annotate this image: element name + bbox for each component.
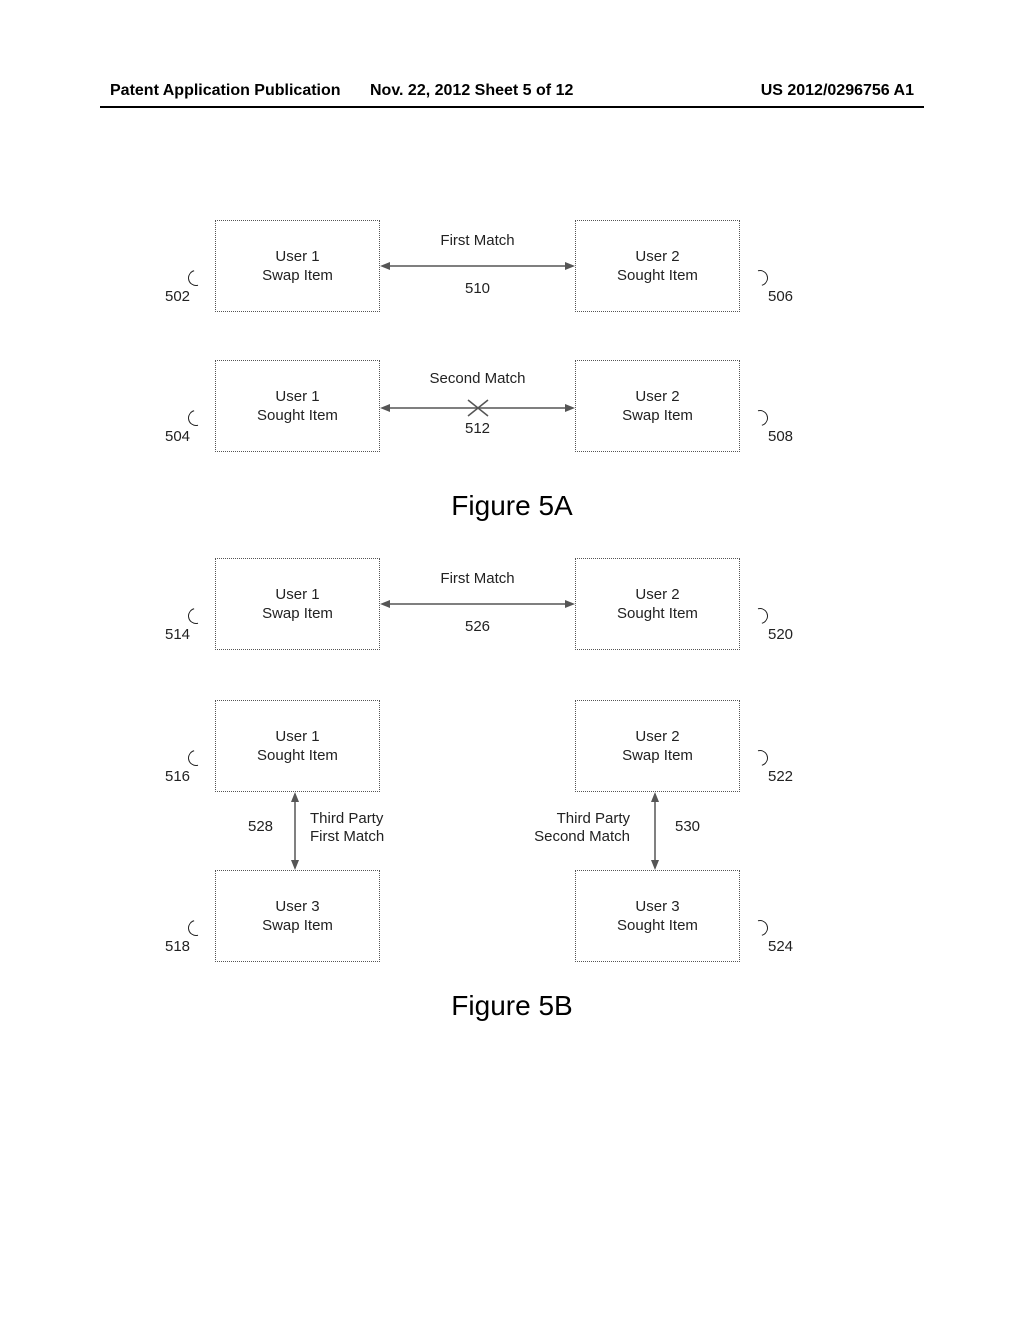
box-line2: Sought Item xyxy=(617,266,698,286)
box-user1-swap-5b: User 1 Swap Item xyxy=(215,558,380,650)
ref-502: 502 xyxy=(165,288,190,305)
ref-522: 522 xyxy=(768,768,793,785)
box-line1: User 3 xyxy=(275,897,319,917)
ref-arc-520 xyxy=(749,605,771,627)
ref-arc-506 xyxy=(749,267,771,289)
label-first-match-5b: First Match xyxy=(380,570,575,587)
box-line1: User 1 xyxy=(275,247,319,267)
ref-520: 520 xyxy=(768,626,793,643)
ref-516: 516 xyxy=(165,768,190,785)
arrow-512 xyxy=(380,398,575,418)
ref-508: 508 xyxy=(768,428,793,445)
box-line1: User 2 xyxy=(635,727,679,747)
box-line2: Swap Item xyxy=(262,916,333,936)
arrow-510 xyxy=(380,260,575,272)
ref-530: 530 xyxy=(675,818,700,835)
ref-arc-516 xyxy=(185,747,207,769)
header-left: Patent Application Publication xyxy=(110,82,341,100)
ref-arc-514 xyxy=(185,605,207,627)
ref-506: 506 xyxy=(768,288,793,305)
box-user1-swap-5a: User 1 Swap Item xyxy=(215,220,380,312)
ref-528: 528 xyxy=(248,818,273,835)
box-line1: User 1 xyxy=(275,727,319,747)
box-line1: User 2 xyxy=(635,585,679,605)
label-530-l1: Third Party xyxy=(520,810,630,827)
ref-512: 512 xyxy=(380,420,575,437)
page: Patent Application Publication Nov. 22, … xyxy=(0,0,1024,1320)
box-line1: User 2 xyxy=(635,247,679,267)
box-line2: Sought Item xyxy=(257,746,338,766)
box-user3-sought-5b: User 3 Sought Item xyxy=(575,870,740,962)
ref-arc-508 xyxy=(749,407,771,429)
box-user1-sought-5b: User 1 Sought Item xyxy=(215,700,380,792)
box-user2-swap-5b: User 2 Swap Item xyxy=(575,700,740,792)
box-line1: User 3 xyxy=(635,897,679,917)
box-line2: Swap Item xyxy=(622,746,693,766)
label-528-l2: First Match xyxy=(310,828,400,845)
figure-5a-title: Figure 5A xyxy=(0,490,1024,522)
box-line2: Sought Item xyxy=(617,916,698,936)
box-line1: User 1 xyxy=(275,387,319,407)
box-line1: User 2 xyxy=(635,387,679,407)
arrow-528 xyxy=(285,792,305,870)
ref-arc-524 xyxy=(749,917,771,939)
box-user2-swap-5a: User 2 Swap Item xyxy=(575,360,740,452)
ref-514: 514 xyxy=(165,626,190,643)
box-line1: User 1 xyxy=(275,585,319,605)
ref-504: 504 xyxy=(165,428,190,445)
arrow-530 xyxy=(645,792,665,870)
ref-arc-502 xyxy=(185,267,207,289)
header-mid: Nov. 22, 2012 Sheet 5 of 12 xyxy=(370,82,573,100)
ref-arc-522 xyxy=(749,747,771,769)
arrow-526 xyxy=(380,598,575,610)
label-528-l1: Third Party xyxy=(310,810,400,827)
ref-518: 518 xyxy=(165,938,190,955)
box-user1-sought-5a: User 1 Sought Item xyxy=(215,360,380,452)
box-line2: Sought Item xyxy=(257,406,338,426)
header-rule xyxy=(100,106,924,108)
ref-526: 526 xyxy=(380,618,575,635)
ref-arc-504 xyxy=(185,407,207,429)
box-user3-swap-5b: User 3 Swap Item xyxy=(215,870,380,962)
label-first-match-5a: First Match xyxy=(380,232,575,249)
label-530-l2: Second Match xyxy=(520,828,630,845)
figure-5b-title: Figure 5B xyxy=(0,990,1024,1022)
box-line2: Swap Item xyxy=(262,266,333,286)
box-line2: Sought Item xyxy=(617,604,698,624)
box-line2: Swap Item xyxy=(622,406,693,426)
ref-510: 510 xyxy=(380,280,575,297)
ref-arc-518 xyxy=(185,917,207,939)
header-right: US 2012/0296756 A1 xyxy=(761,82,914,100)
label-second-match-5a: Second Match xyxy=(380,370,575,387)
box-user2-sought-5b: User 2 Sought Item xyxy=(575,558,740,650)
box-user2-sought-5a: User 2 Sought Item xyxy=(575,220,740,312)
box-line2: Swap Item xyxy=(262,604,333,624)
ref-524: 524 xyxy=(768,938,793,955)
